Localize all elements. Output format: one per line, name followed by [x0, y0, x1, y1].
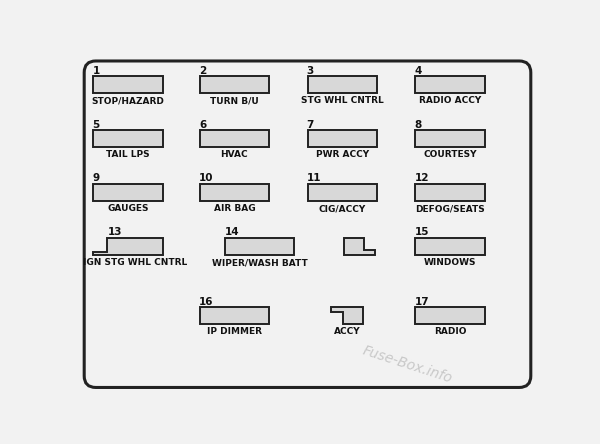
- Bar: [200, 130, 269, 147]
- Text: STG WHL CNTRL: STG WHL CNTRL: [301, 96, 383, 105]
- Bar: [415, 184, 485, 201]
- Text: CIG/ACCY: CIG/ACCY: [319, 204, 366, 213]
- Text: 16: 16: [199, 297, 214, 307]
- Text: IGN STG WHL CNTRL: IGN STG WHL CNTRL: [83, 258, 187, 267]
- Bar: [415, 238, 485, 255]
- FancyBboxPatch shape: [84, 61, 531, 388]
- Text: ACCY: ACCY: [334, 327, 360, 337]
- Text: 4: 4: [415, 66, 422, 75]
- Bar: [415, 307, 485, 324]
- Bar: [200, 76, 269, 93]
- Bar: [94, 76, 163, 93]
- Polygon shape: [94, 238, 163, 255]
- Bar: [308, 184, 377, 201]
- Text: GAUGES: GAUGES: [107, 204, 149, 213]
- Polygon shape: [331, 307, 363, 324]
- Bar: [94, 184, 163, 201]
- Text: IP DIMMER: IP DIMMER: [207, 327, 262, 337]
- Bar: [415, 76, 485, 93]
- Text: 7: 7: [307, 119, 314, 130]
- Text: 17: 17: [415, 297, 429, 307]
- Text: 11: 11: [307, 174, 321, 183]
- Bar: [308, 130, 377, 147]
- Bar: [94, 130, 163, 147]
- Text: STOP/HAZARD: STOP/HAZARD: [92, 96, 164, 105]
- Text: WINDOWS: WINDOWS: [424, 258, 476, 267]
- Text: 8: 8: [415, 119, 422, 130]
- Text: 5: 5: [92, 119, 100, 130]
- Text: 12: 12: [415, 174, 429, 183]
- Text: TURN B/U: TURN B/U: [210, 96, 259, 105]
- Bar: [200, 184, 269, 201]
- Polygon shape: [344, 238, 375, 255]
- Text: Fuse-Box.info: Fuse-Box.info: [361, 344, 454, 386]
- Text: RADIO ACCY: RADIO ACCY: [419, 96, 481, 105]
- Text: 10: 10: [199, 174, 214, 183]
- Text: WIPER/WASH BATT: WIPER/WASH BATT: [212, 258, 308, 267]
- Text: RADIO: RADIO: [434, 327, 466, 337]
- Text: 15: 15: [415, 227, 429, 237]
- Text: TAIL LPS: TAIL LPS: [106, 151, 150, 159]
- Text: DEFOG/SEATS: DEFOG/SEATS: [415, 204, 485, 213]
- Text: 6: 6: [199, 119, 206, 130]
- Text: 9: 9: [92, 174, 100, 183]
- Text: AIR BAG: AIR BAG: [214, 204, 255, 213]
- Text: 14: 14: [224, 227, 239, 237]
- Text: HVAC: HVAC: [221, 151, 248, 159]
- Text: 2: 2: [199, 66, 206, 75]
- Bar: [225, 238, 295, 255]
- Text: 13: 13: [108, 227, 122, 237]
- Bar: [200, 307, 269, 324]
- Text: 1: 1: [92, 66, 100, 75]
- Text: PWR ACCY: PWR ACCY: [316, 151, 369, 159]
- Bar: [415, 130, 485, 147]
- Bar: [308, 76, 377, 93]
- Text: 3: 3: [307, 66, 314, 75]
- Text: COURTESY: COURTESY: [423, 151, 476, 159]
